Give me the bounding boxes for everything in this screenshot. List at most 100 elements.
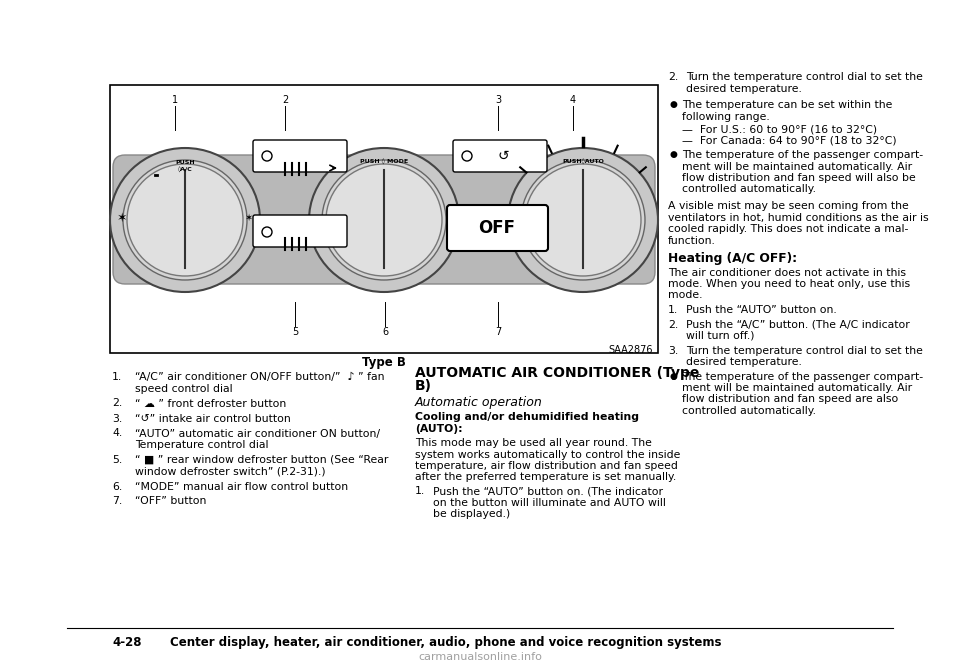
- Ellipse shape: [508, 148, 658, 292]
- Text: ment will be maintained automatically. Air: ment will be maintained automatically. A…: [682, 161, 912, 171]
- Ellipse shape: [525, 164, 641, 276]
- Text: temperature, air flow distribution and fan speed: temperature, air flow distribution and f…: [415, 461, 678, 471]
- Text: following range.: following range.: [682, 112, 770, 122]
- Text: (AUTO):: (AUTO):: [415, 424, 463, 434]
- Text: ↺: ↺: [497, 149, 509, 163]
- Ellipse shape: [322, 160, 446, 280]
- Ellipse shape: [127, 164, 243, 276]
- Text: Type B: Type B: [362, 356, 406, 369]
- Ellipse shape: [521, 160, 645, 280]
- Text: PUSH ◊ MODE: PUSH ◊ MODE: [360, 159, 408, 165]
- Text: controlled automatically.: controlled automatically.: [682, 406, 816, 416]
- Text: “ ■ ” rear window defroster button (See “Rear: “ ■ ” rear window defroster button (See …: [135, 455, 389, 465]
- Text: on the button will illuminate and AUTO will: on the button will illuminate and AUTO w…: [433, 497, 666, 507]
- Text: 1.: 1.: [668, 305, 679, 315]
- Text: AUTOMATIC AIR CONDITIONER (Type: AUTOMATIC AIR CONDITIONER (Type: [415, 366, 700, 380]
- Text: “AUTO” automatic air conditioner ON button/: “AUTO” automatic air conditioner ON butt…: [135, 428, 380, 438]
- Text: 7.: 7.: [112, 497, 122, 507]
- Text: 2.: 2.: [668, 319, 679, 329]
- Text: function.: function.: [668, 236, 716, 246]
- Circle shape: [262, 227, 272, 237]
- Text: will turn off.): will turn off.): [686, 331, 755, 341]
- Text: 2.: 2.: [112, 398, 122, 408]
- Text: desired temperature.: desired temperature.: [686, 84, 802, 94]
- FancyBboxPatch shape: [453, 140, 547, 172]
- Text: “A/C” air conditioner ON/OFF button/”  ♪ ” fan: “A/C” air conditioner ON/OFF button/” ♪ …: [135, 372, 385, 382]
- Text: cooled rapidly. This does not indicate a mal-: cooled rapidly. This does not indicate a…: [668, 224, 908, 234]
- Text: 1: 1: [172, 95, 178, 105]
- Text: ment will be maintained automatically. Air: ment will be maintained automatically. A…: [682, 383, 912, 393]
- Text: desired temperature.: desired temperature.: [686, 357, 802, 367]
- Text: 5: 5: [292, 327, 299, 337]
- Text: Center display, heater, air conditioner, audio, phone and voice recognition syst: Center display, heater, air conditioner,…: [170, 636, 722, 649]
- Text: 1.: 1.: [112, 372, 122, 382]
- Ellipse shape: [123, 160, 247, 280]
- Ellipse shape: [309, 148, 459, 292]
- Text: The temperature of the passenger compart-: The temperature of the passenger compart…: [682, 150, 924, 160]
- Text: 3.: 3.: [668, 345, 679, 355]
- Text: speed control dial: speed control dial: [135, 384, 232, 394]
- Text: The temperature of the passenger compart-: The temperature of the passenger compart…: [682, 371, 924, 382]
- Text: PUSH◊AUTO: PUSH◊AUTO: [562, 159, 604, 165]
- Text: 4-28: 4-28: [112, 636, 141, 649]
- Text: The air conditioner does not activate in this: The air conditioner does not activate in…: [668, 268, 906, 278]
- Text: be displayed.): be displayed.): [433, 509, 511, 519]
- Text: 3: 3: [495, 95, 501, 105]
- Text: 4: 4: [570, 95, 576, 105]
- Text: ✶: ✶: [244, 213, 252, 223]
- Text: The temperature can be set within the: The temperature can be set within the: [682, 100, 893, 110]
- Text: mode.: mode.: [668, 291, 703, 301]
- Text: controlled automatically.: controlled automatically.: [682, 185, 816, 195]
- Text: —  For Canada: 64 to 90°F (18 to 32°C): — For Canada: 64 to 90°F (18 to 32°C): [682, 135, 897, 145]
- Text: mode. When you need to heat only, use this: mode. When you need to heat only, use th…: [668, 279, 910, 289]
- Text: B): B): [415, 379, 432, 393]
- Text: ●: ●: [670, 150, 678, 159]
- Text: Push the “AUTO” button on.: Push the “AUTO” button on.: [686, 305, 837, 315]
- Text: ●: ●: [670, 371, 678, 380]
- Text: “ ☁ ” front defroster button: “ ☁ ” front defroster button: [135, 398, 286, 408]
- Text: PUSH: PUSH: [175, 159, 195, 165]
- Text: SAA2876: SAA2876: [609, 345, 653, 355]
- FancyBboxPatch shape: [253, 140, 347, 172]
- Ellipse shape: [110, 148, 260, 292]
- Text: flow distribution and fan speed are also: flow distribution and fan speed are also: [682, 394, 899, 404]
- Text: 4.: 4.: [112, 428, 122, 438]
- Text: OFF: OFF: [478, 219, 516, 237]
- Text: A visible mist may be seen coming from the: A visible mist may be seen coming from t…: [668, 201, 909, 211]
- Text: “OFF” button: “OFF” button: [135, 497, 206, 507]
- Text: Cooling and/or dehumidified heating: Cooling and/or dehumidified heating: [415, 412, 639, 422]
- Text: 6: 6: [382, 327, 388, 337]
- Text: carmanualsonline.info: carmanualsonline.info: [418, 652, 542, 662]
- Text: “MODE” manual air flow control button: “MODE” manual air flow control button: [135, 481, 348, 491]
- Text: 2.: 2.: [668, 72, 679, 82]
- Text: Heating (A/C OFF):: Heating (A/C OFF):: [668, 252, 797, 265]
- Text: 1.: 1.: [415, 486, 425, 496]
- Text: system works automatically to control the inside: system works automatically to control th…: [415, 450, 681, 459]
- FancyBboxPatch shape: [113, 155, 655, 284]
- Text: Temperature control dial: Temperature control dial: [135, 440, 269, 450]
- Bar: [110, 85, 658, 353]
- Text: “↺” intake air control button: “↺” intake air control button: [135, 414, 291, 424]
- Text: ✶: ✶: [117, 212, 128, 224]
- Text: Push the “AUTO” button on. (The indicator: Push the “AUTO” button on. (The indicato…: [433, 486, 663, 496]
- Text: ◊A/C: ◊A/C: [178, 167, 192, 173]
- FancyBboxPatch shape: [253, 215, 347, 247]
- Text: after the preferred temperature is set manually.: after the preferred temperature is set m…: [415, 473, 676, 483]
- Text: Turn the temperature control dial to set the: Turn the temperature control dial to set…: [686, 345, 923, 355]
- Circle shape: [262, 151, 272, 161]
- Text: 5.: 5.: [112, 455, 122, 465]
- Text: flow distribution and fan speed will also be: flow distribution and fan speed will als…: [682, 173, 916, 183]
- FancyBboxPatch shape: [447, 205, 548, 251]
- Text: 7: 7: [494, 327, 501, 337]
- Ellipse shape: [326, 164, 442, 276]
- Text: ventilators in hot, humid conditions as the air is: ventilators in hot, humid conditions as …: [668, 212, 928, 222]
- Circle shape: [462, 151, 472, 161]
- Text: window defroster switch” (P.2-31).): window defroster switch” (P.2-31).): [135, 467, 325, 477]
- Text: —  For U.S.: 60 to 90°F (16 to 32°C): — For U.S.: 60 to 90°F (16 to 32°C): [682, 124, 877, 134]
- Text: Push the “A/C” button. (The A/C indicator: Push the “A/C” button. (The A/C indicato…: [686, 319, 910, 329]
- Text: 6.: 6.: [112, 481, 122, 491]
- Text: Turn the temperature control dial to set the: Turn the temperature control dial to set…: [686, 72, 923, 82]
- Text: ●: ●: [670, 100, 678, 109]
- Text: Automatic operation: Automatic operation: [415, 396, 542, 409]
- Text: This mode may be used all year round. The: This mode may be used all year round. Th…: [415, 438, 652, 448]
